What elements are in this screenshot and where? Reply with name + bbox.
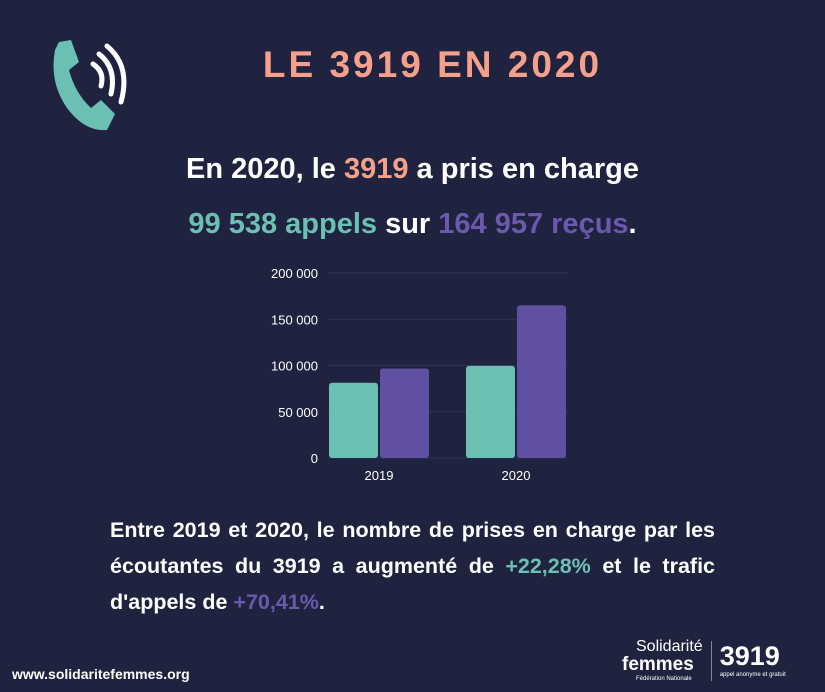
y-tick-label: 200 000	[271, 266, 318, 281]
y-tick-label: 50 000	[278, 405, 318, 420]
logo-sub: Fédération Nationale	[636, 676, 692, 682]
headline-number: 3919	[343, 153, 409, 185]
logo-number-sub: appel anonyme et gratuit	[719, 672, 786, 678]
traffic-increase: +70,41%	[233, 590, 319, 614]
logo-bottom: Femmes	[622, 654, 694, 675]
y-tick-label: 150 000	[271, 312, 318, 327]
bar-2019-handled	[329, 382, 378, 458]
bar-2020-handled	[466, 365, 515, 458]
received-calls: 164 957 reçus	[438, 208, 629, 240]
x-tick-label: 2020	[502, 468, 531, 483]
headline: En 2020, le 3919 a pris en charge 99 538…	[0, 142, 825, 252]
summary-paragraph: Entre 2019 et 2020, le nombre de prises …	[110, 512, 715, 620]
headline-text: .	[628, 208, 637, 240]
website-link[interactable]: www.solidaritefemmes.org	[12, 666, 190, 682]
headline-text: En 2020, le	[185, 153, 344, 185]
page-title: LE 3919 EN 2020	[262, 44, 603, 85]
logo: Solidarité Femmes Fédération Nationale 3…	[622, 638, 786, 683]
handled-increase: +22,28%	[505, 554, 591, 578]
bar-2019-received	[380, 368, 429, 458]
summary-text: Entre 2019 et 2020, le nombre de prises …	[110, 518, 715, 578]
phone-icon	[45, 38, 135, 138]
summary-text: et le trafic d'appels de	[110, 554, 715, 614]
x-tick-label: 2019	[365, 468, 394, 483]
logo-number: 3919	[719, 641, 780, 671]
y-tick-label: 0	[311, 451, 318, 466]
bar-chart: 0 50 000 100 000 150 000 200 000 2019 2020	[271, 266, 568, 483]
headline-text: sur	[377, 208, 439, 240]
summary-text: .	[318, 590, 325, 614]
y-tick-label: 100 000	[271, 359, 318, 374]
bar-2020-received	[517, 305, 566, 458]
handled-calls: 99 538 appels	[188, 208, 378, 240]
logo-top: Solidarité	[636, 638, 703, 655]
headline-text: a pris en charge	[408, 153, 639, 185]
